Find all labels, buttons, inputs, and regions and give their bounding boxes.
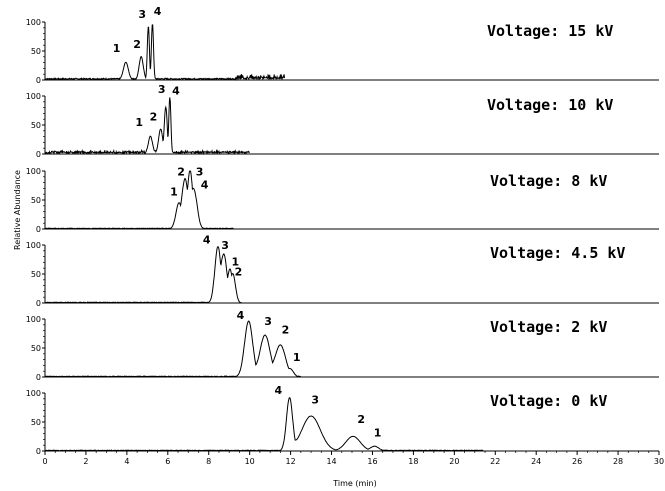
x-tick-label: 14 <box>326 457 336 466</box>
y-tick-label: 0 <box>36 225 41 234</box>
panel-2: 0 50 100 1 2 3 4 Voltage: 10 kV <box>26 83 659 159</box>
chromatogram-trace <box>44 97 251 156</box>
y-tick-label: 50 <box>31 196 41 205</box>
peak-label-3: 3 <box>138 8 146 21</box>
x-axis-label: Time (min) <box>332 479 376 488</box>
y-tick-label: 50 <box>31 47 41 56</box>
y-tick-label: 50 <box>31 344 41 353</box>
peak-label-1: 1 <box>293 351 301 364</box>
time-axis: 0 2 4 6 8 10 12 14 16 18 20 22 24 26 28 30 <box>42 451 664 466</box>
y-tick-label: 0 <box>36 76 41 85</box>
peak-label-4: 4 <box>172 84 180 97</box>
panel-3: 0 50 100 1 2 34 Voltage: 8 kV <box>26 166 659 234</box>
panel-1: 0 50 100 1 2 3 4 Voltage: 15 kV <box>26 5 659 85</box>
y-tick-label: 50 <box>31 418 41 427</box>
x-tick-label: 30 <box>654 457 664 466</box>
panel-5: 0 50 100 4 32 1 Voltage: 2 kV <box>26 309 659 382</box>
x-tick-label: 0 <box>42 457 47 466</box>
y-tick-label: 100 <box>26 389 41 398</box>
y-tick-label: 0 <box>36 373 41 382</box>
peak-label-3: 3 <box>158 83 166 96</box>
peak-label-1: 1 <box>374 427 382 440</box>
x-tick-label: 12 <box>286 457 296 466</box>
peak-label-2: 2 <box>282 324 290 337</box>
peak-label-1: 1 <box>170 185 178 198</box>
y-tick-label: 100 <box>26 315 41 324</box>
y-axis-label: Relative Abundance <box>13 170 22 250</box>
x-tick-label: 8 <box>206 457 211 466</box>
x-tick-label: 20 <box>449 457 459 466</box>
chromatogram-trace <box>44 24 285 82</box>
chromatogram-trace <box>45 320 302 378</box>
peak-label-2: 2 <box>133 38 141 51</box>
y-tick-label: 0 <box>36 299 41 308</box>
peak-label-4: 4 <box>203 233 211 246</box>
x-tick-label: 16 <box>367 457 377 466</box>
peak-label-4: 4 <box>201 178 209 191</box>
peak-label-2: 2 <box>235 266 243 279</box>
chromatogram-trace <box>45 397 484 452</box>
panel-6: 0 50 100 4 3 21 Voltage: 0 kV <box>26 384 659 456</box>
peak-label-1: 1 <box>232 255 240 268</box>
y-tick-label: 0 <box>36 447 41 456</box>
voltage-label: Voltage: 15 kV <box>487 22 613 40</box>
peak-label-3: 3 <box>221 239 229 252</box>
peak-label-4: 4 <box>154 5 162 18</box>
chromatogram-trace <box>44 246 242 304</box>
peak-label-1: 1 <box>113 42 121 55</box>
voltage-label: Voltage: 2 kV <box>490 318 607 336</box>
peak-label-2: 2 <box>177 166 185 179</box>
y-tick-label: 0 <box>36 150 41 159</box>
peak-label-2: 2 <box>357 413 365 426</box>
peak-label-2: 2 <box>150 110 158 123</box>
voltage-label: Voltage: 10 kV <box>487 96 613 114</box>
peak-label-4: 4 <box>274 384 282 397</box>
x-tick-label: 4 <box>124 457 129 466</box>
peak-label-4: 4 <box>237 309 245 322</box>
peak-label-3: 3 <box>264 315 272 328</box>
y-tick-label: 100 <box>26 167 41 176</box>
x-tick-label: 2 <box>83 457 88 466</box>
voltage-label: Voltage: 8 kV <box>490 172 607 190</box>
y-tick-label: 100 <box>26 92 41 101</box>
peak-label-1: 1 <box>135 116 143 129</box>
x-tick-label: 26 <box>572 457 582 466</box>
y-tick-label: 50 <box>31 121 41 130</box>
x-tick-label: 10 <box>245 457 255 466</box>
x-tick-label: 22 <box>490 457 500 466</box>
voltage-label: Voltage: 0 kV <box>490 392 607 410</box>
x-tick-label: 24 <box>531 457 541 466</box>
peak-label-3: 3 <box>311 393 319 406</box>
peak-label-3: 3 <box>196 166 204 179</box>
x-tick-label: 6 <box>165 457 170 466</box>
y-tick-label: 100 <box>26 18 41 27</box>
y-tick-label: 50 <box>31 270 41 279</box>
x-tick-label: 18 <box>408 457 418 466</box>
chromatogram-trace <box>44 170 234 230</box>
voltage-label: Voltage: 4.5 kV <box>490 244 625 262</box>
y-tick-label: 100 <box>26 241 41 250</box>
x-tick-label: 28 <box>613 457 623 466</box>
panel-4: 0 50 100 4 312 Voltage: 4.5 kV <box>26 233 659 308</box>
